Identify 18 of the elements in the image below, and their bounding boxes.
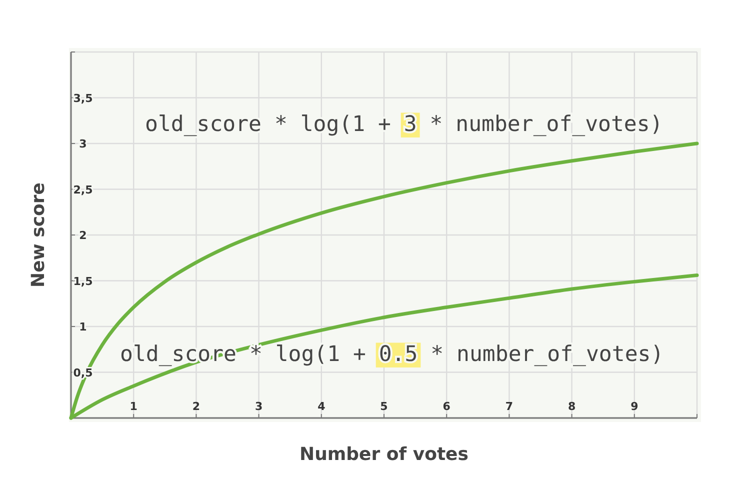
x-tick-label: 8	[568, 400, 576, 413]
y-tick-label: 3	[79, 138, 87, 150]
y-tick-label: 1	[79, 320, 87, 334]
x-tick-label: 1	[130, 400, 138, 413]
annotation: old_score * log(1 + 3 * number_of_votes)	[145, 112, 663, 137]
y-tick-label: 2	[79, 229, 87, 242]
x-tick-label: 4	[318, 400, 326, 413]
x-axis-title: Number of votes	[300, 444, 468, 465]
x-tick-label: 5	[380, 400, 388, 413]
x-tick-label: 9	[630, 400, 638, 413]
x-tick-label: 6	[442, 400, 451, 413]
y-tick-label: 2,5	[73, 183, 93, 196]
x-tick-label: 7	[505, 400, 514, 413]
y-tick-label: 1,5	[73, 274, 93, 288]
x-tick-label: 2	[192, 400, 200, 413]
y-axis-title: New score	[28, 182, 49, 288]
y-tick-label: 3,5	[73, 92, 93, 105]
x-tick-label: 3	[254, 400, 263, 413]
